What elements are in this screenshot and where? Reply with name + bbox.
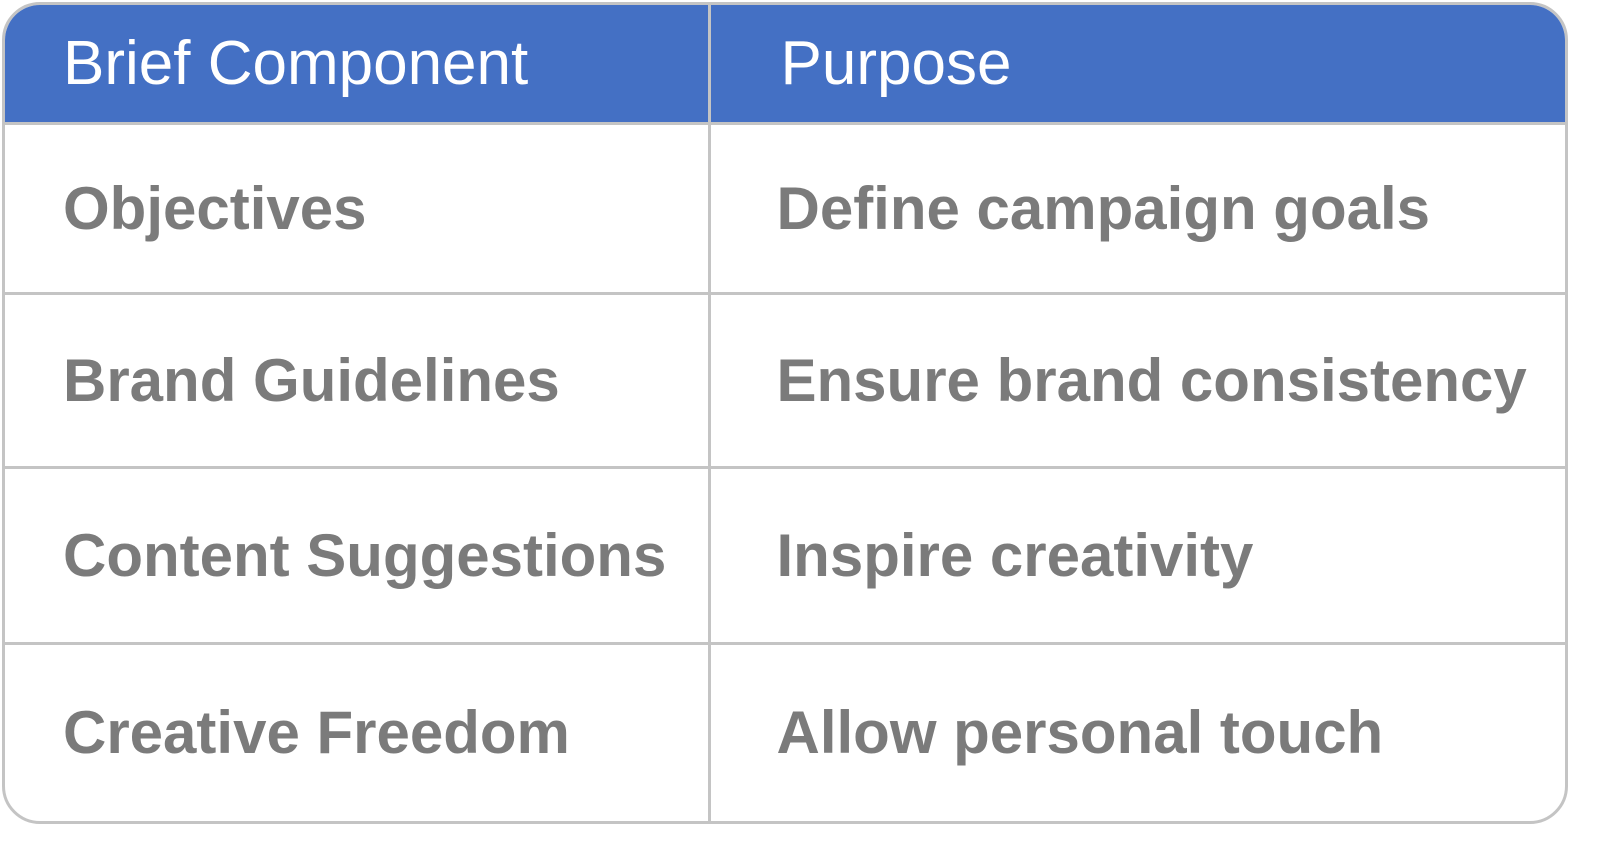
- brief-table-frame: Brief Component Purpose Objectives Defin…: [2, 2, 1568, 824]
- table-header: Brief Component Purpose: [5, 5, 1565, 123]
- cell-purpose: Define campaign goals: [709, 121, 1565, 293]
- table-row: Content Suggestions Inspire creativity: [5, 465, 1565, 643]
- table-row: Creative Freedom Allow personal touch: [5, 641, 1565, 821]
- cell-purpose: Allow personal touch: [709, 641, 1565, 821]
- header-purpose: Purpose: [780, 28, 1012, 98]
- header-row: Brief Component Purpose: [5, 5, 1565, 123]
- header-brief-component: Brief Component: [5, 5, 711, 123]
- cell-component: Brand Guidelines: [5, 291, 711, 467]
- cell-component: Creative Freedom: [5, 641, 711, 821]
- cell-purpose: Inspire creativity: [709, 465, 1565, 643]
- table-row: Brand Guidelines Ensure brand consistenc…: [5, 291, 1565, 467]
- cell-component: Objectives: [5, 121, 711, 293]
- table-row: Objectives Define campaign goals: [5, 121, 1565, 293]
- brief-table: Brief Component Purpose Objectives Defin…: [5, 5, 1565, 821]
- cell-component: Content Suggestions: [5, 465, 711, 643]
- cell-purpose: Ensure brand consistency: [709, 291, 1565, 467]
- table-body: Objectives Define campaign goals Brand G…: [5, 121, 1565, 821]
